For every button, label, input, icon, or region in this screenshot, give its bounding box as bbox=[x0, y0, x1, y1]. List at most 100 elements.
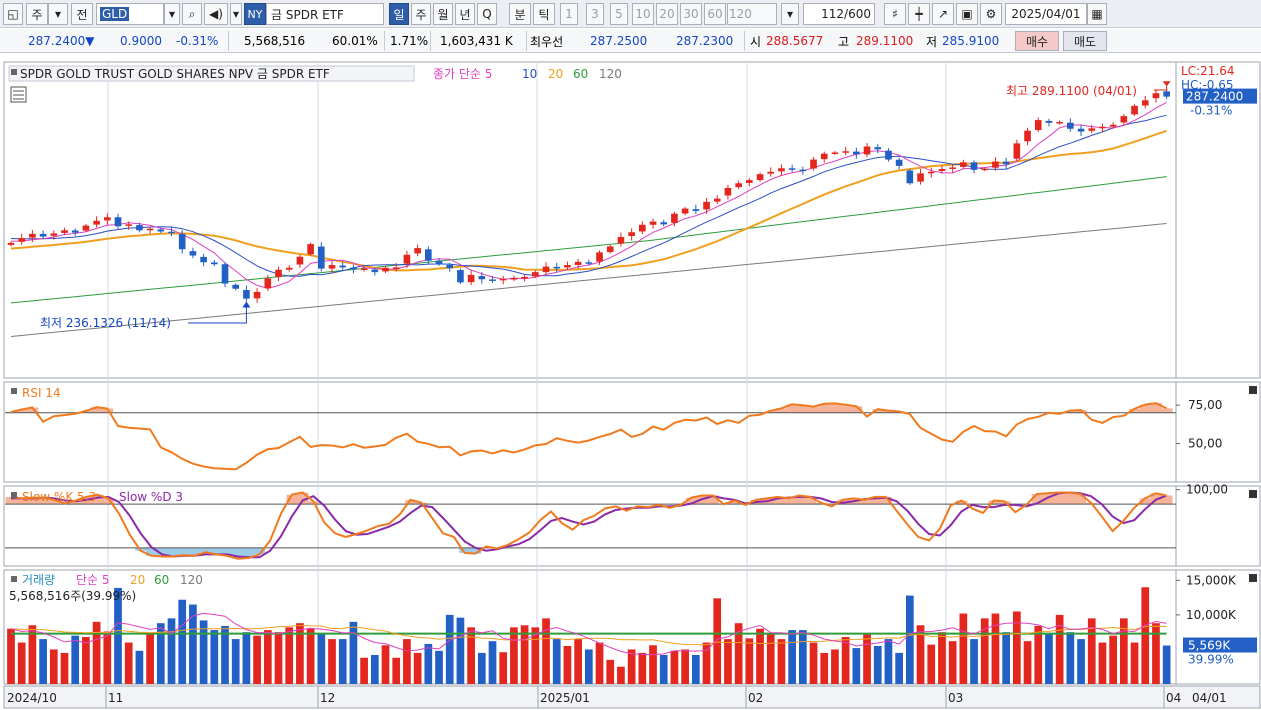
volume-bar bbox=[1066, 632, 1075, 684]
candle-body bbox=[168, 231, 175, 234]
candle-body bbox=[542, 266, 550, 273]
tick-button[interactable]: 틱 bbox=[533, 3, 555, 25]
volume-bar bbox=[617, 666, 625, 684]
candle-body bbox=[596, 252, 603, 262]
indicator-icon[interactable]: ↗ bbox=[932, 3, 954, 25]
period-day-button[interactable]: 일 bbox=[389, 3, 409, 25]
symbol-dropdown-icon[interactable]: ▾ bbox=[164, 3, 180, 25]
stoch-fill-segment bbox=[1074, 494, 1087, 505]
volume-bar bbox=[1023, 641, 1032, 684]
stoch-fill-segment bbox=[178, 547, 190, 556]
stoch-fill-segment bbox=[135, 547, 147, 551]
volume-bar bbox=[884, 639, 893, 684]
volume-legend-value: 60 bbox=[154, 573, 169, 587]
candle-body bbox=[853, 151, 860, 155]
candle-body bbox=[863, 146, 871, 155]
price-change-pct: -0.31% bbox=[176, 34, 219, 48]
candle-body bbox=[253, 291, 261, 299]
x-axis-label: 03 bbox=[948, 691, 963, 705]
candle-body bbox=[820, 153, 828, 160]
volume-bar bbox=[970, 639, 978, 684]
symbol-input[interactable]: GLD bbox=[96, 3, 164, 25]
legend-value: 20 bbox=[548, 67, 563, 81]
rsi-fill-segment bbox=[1161, 408, 1173, 413]
market-select[interactable]: 전 bbox=[71, 3, 93, 25]
interval-5-button[interactable]: 5 bbox=[610, 3, 628, 25]
divider bbox=[744, 31, 745, 51]
candle-body bbox=[296, 256, 304, 265]
interval-60-button[interactable]: 60 bbox=[704, 3, 726, 25]
speaker-icon[interactable]: ◀) bbox=[204, 3, 228, 25]
minute-button[interactable]: 분 bbox=[509, 3, 531, 25]
count-value: 112 bbox=[821, 7, 845, 21]
candle-body bbox=[82, 225, 90, 231]
exchange-badge: NY bbox=[244, 3, 266, 25]
volume-bar bbox=[809, 642, 818, 684]
stoch-fill-segment bbox=[16, 498, 28, 505]
interval-3-button[interactable]: 3 bbox=[586, 3, 604, 25]
rsi-fill-segment bbox=[883, 410, 895, 413]
calendar-icon[interactable]: ▦ bbox=[1087, 3, 1107, 25]
candle-body bbox=[157, 229, 165, 232]
chart-panel bbox=[3, 381, 1178, 483]
x-axis-label: 12 bbox=[320, 691, 335, 705]
period-week-button[interactable]: 주 bbox=[411, 3, 431, 25]
count-field[interactable]: 112/600 bbox=[803, 3, 875, 25]
stoch-fill-segment bbox=[5, 496, 17, 505]
candle-body bbox=[1141, 100, 1149, 106]
volume-bar bbox=[531, 627, 540, 684]
gear-icon[interactable]: ⚙ bbox=[980, 3, 1002, 25]
stoch-fill-segment bbox=[869, 496, 881, 505]
sell-button[interactable]: 매도 bbox=[1063, 31, 1107, 51]
interval-20-button[interactable]: 20 bbox=[656, 3, 678, 25]
volume-bar bbox=[82, 637, 90, 684]
candle-body bbox=[660, 222, 668, 225]
volume-bar bbox=[114, 587, 122, 684]
candle-body bbox=[585, 262, 593, 264]
volume-bar bbox=[60, 652, 69, 684]
candle-body bbox=[1034, 120, 1042, 131]
down-arrow-icon: ▼ bbox=[85, 34, 95, 48]
stock-type-dropdown-icon[interactable]: ▾ bbox=[48, 3, 68, 25]
volume-bar bbox=[520, 625, 529, 684]
volume-bar bbox=[189, 604, 197, 684]
candle-body bbox=[125, 224, 133, 226]
interval-1-button[interactable]: 1 bbox=[560, 3, 578, 25]
candle-body bbox=[981, 168, 989, 171]
save-icon[interactable]: ▣ bbox=[956, 3, 978, 25]
stoch-fill-segment bbox=[102, 498, 115, 505]
stoch-fill-segment bbox=[470, 547, 482, 554]
interval-30-button[interactable]: 30 bbox=[680, 3, 702, 25]
volume-bar bbox=[724, 639, 732, 684]
volume-bar bbox=[584, 649, 593, 684]
stoch-fill-segment bbox=[729, 500, 741, 505]
window-layout-icon[interactable]: ◱ bbox=[3, 3, 23, 25]
candle-style-icon[interactable]: ┿ bbox=[908, 3, 930, 25]
volume-bar bbox=[756, 628, 764, 684]
stoch-fill-segment bbox=[804, 496, 817, 505]
candle-body bbox=[1024, 130, 1031, 142]
compare-icon[interactable]: ♯ bbox=[884, 3, 906, 25]
period-year-button[interactable]: 년 bbox=[455, 3, 475, 25]
date-input[interactable]: 2025/04/01 bbox=[1005, 3, 1087, 25]
stoch-close-icon bbox=[1249, 490, 1257, 498]
interval-dropdown-icon[interactable]: ▾ bbox=[781, 3, 799, 25]
period-month-button[interactable]: 월 bbox=[433, 3, 453, 25]
interval-10-button[interactable]: 10 bbox=[632, 3, 654, 25]
volume-bar bbox=[948, 641, 957, 684]
candle-body bbox=[360, 268, 368, 271]
stock-type-select[interactable]: 주 bbox=[26, 3, 48, 25]
candle-body bbox=[799, 169, 807, 172]
volume-bar bbox=[552, 639, 561, 684]
stoch-fill-segment bbox=[70, 500, 82, 505]
candle-body bbox=[210, 262, 218, 265]
interval-120-button[interactable]: 120 bbox=[727, 3, 777, 25]
buy-button[interactable]: 매수 bbox=[1015, 31, 1059, 51]
search-icon[interactable]: ⌕ bbox=[182, 3, 202, 25]
volume-bar bbox=[670, 650, 679, 684]
volume-bar bbox=[627, 649, 636, 684]
rsi-fill-segment bbox=[765, 410, 777, 413]
period-quarter-button[interactable]: Q bbox=[477, 3, 497, 25]
stock-chart[interactable]: 2024/1011122025/0102030404/01220,0000230… bbox=[0, 56, 1261, 710]
speaker-dropdown-icon[interactable]: ▾ bbox=[230, 3, 242, 25]
